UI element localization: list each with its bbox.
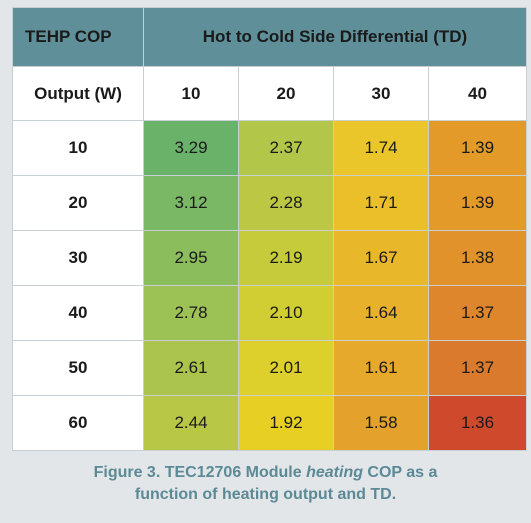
col-header: 30 <box>333 66 429 121</box>
figure-caption: Figure 3. TEC12706 Module heating COP as… <box>0 462 531 506</box>
cop-cell: 1.67 <box>333 230 429 286</box>
cop-table: TEHP COP Hot to Cold Side Differential (… <box>12 7 527 451</box>
cop-cell: 2.61 <box>143 340 239 396</box>
col-header: 10 <box>143 66 239 121</box>
row-output: 40 <box>12 285 144 341</box>
row-output: 10 <box>12 120 144 176</box>
cop-cell: 2.10 <box>238 285 334 341</box>
table-row: 40 2.78 2.10 1.64 1.37 <box>12 285 527 341</box>
cop-cell: 3.29 <box>143 120 239 176</box>
cop-cell: 2.28 <box>238 175 334 231</box>
row-output: 50 <box>12 340 144 396</box>
corner-label: TEHP COP <box>12 7 144 67</box>
caption-line-2: function of heating output and TD. <box>134 486 397 503</box>
cop-cell: 1.92 <box>238 395 334 451</box>
row-output: 30 <box>12 230 144 286</box>
table-row: 30 2.95 2.19 1.67 1.38 <box>12 230 527 286</box>
caption-emphasis: heating <box>306 464 363 481</box>
cop-cell: 1.58 <box>333 395 429 451</box>
td-span-header: Hot to Cold Side Differential (TD) <box>143 7 527 67</box>
caption-suffix: COP as a <box>362 464 438 481</box>
cop-cell: 1.39 <box>428 120 527 176</box>
cop-cell: 1.74 <box>333 120 429 176</box>
table-row: 50 2.61 2.01 1.61 1.37 <box>12 340 527 396</box>
cop-cell: 1.37 <box>428 285 527 341</box>
cop-cell: 1.36 <box>428 395 527 451</box>
table-header-row: TEHP COP Hot to Cold Side Differential (… <box>12 7 527 67</box>
cop-cell: 1.61 <box>333 340 429 396</box>
col-header: 20 <box>238 66 334 121</box>
cop-cell: 2.78 <box>143 285 239 341</box>
cop-cell: 2.44 <box>143 395 239 451</box>
cop-cell: 1.64 <box>333 285 429 341</box>
cop-cell: 2.19 <box>238 230 334 286</box>
table-row: 20 3.12 2.28 1.71 1.39 <box>12 175 527 231</box>
col-header: 40 <box>428 66 527 121</box>
cop-cell: 1.38 <box>428 230 527 286</box>
cop-cell: 1.39 <box>428 175 527 231</box>
cop-cell: 1.71 <box>333 175 429 231</box>
cop-cell: 2.37 <box>238 120 334 176</box>
cop-cell: 1.37 <box>428 340 527 396</box>
table-row: 60 2.44 1.92 1.58 1.36 <box>12 395 527 451</box>
cop-cell: 3.12 <box>143 175 239 231</box>
output-header: Output (W) <box>12 66 144 121</box>
cop-cell: 2.01 <box>238 340 334 396</box>
caption-prefix: Figure 3. TEC12706 Module <box>93 464 307 481</box>
row-output: 20 <box>12 175 144 231</box>
table-row: 10 3.29 2.37 1.74 1.39 <box>12 120 527 176</box>
cop-cell: 2.95 <box>143 230 239 286</box>
row-output: 60 <box>12 395 144 451</box>
column-header-row: Output (W) 10 20 30 40 <box>12 66 527 121</box>
caption-line-1: Figure 3. TEC12706 Module heating COP as… <box>0 462 531 484</box>
